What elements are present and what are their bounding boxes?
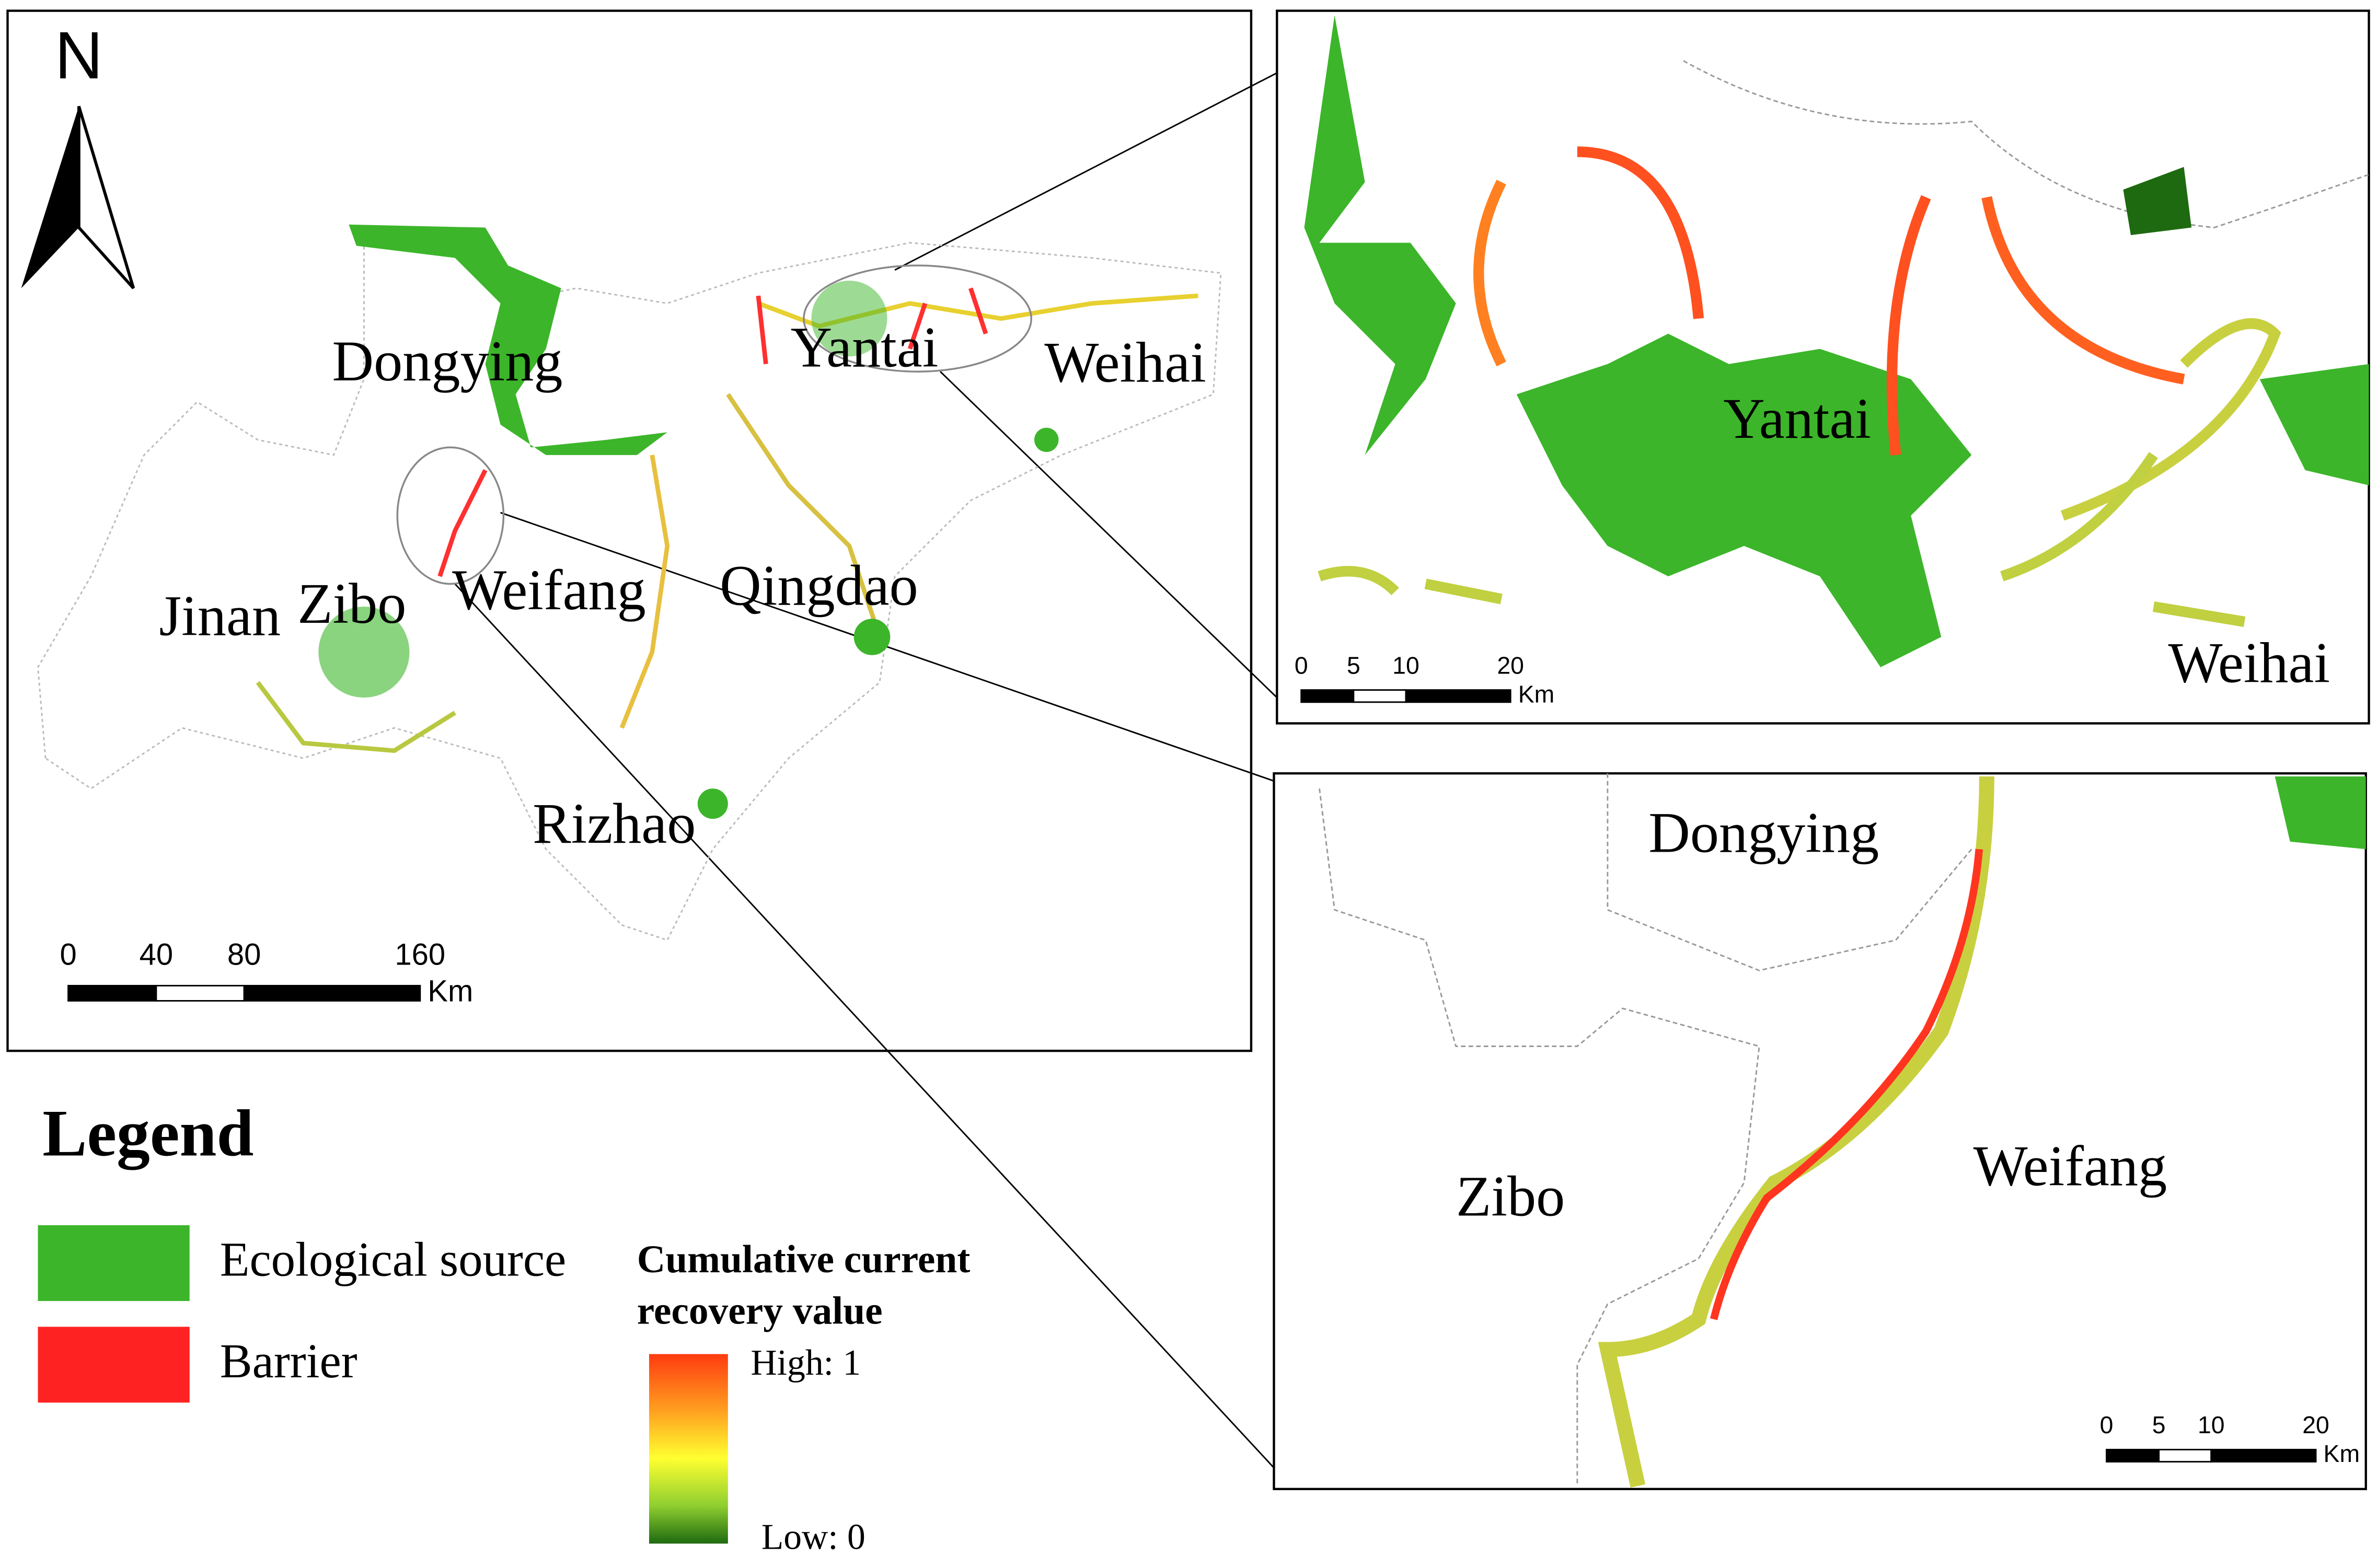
scale-bar-segment [243, 984, 421, 1002]
city-label: Jinan [159, 584, 281, 647]
city-label: Weifang [452, 558, 646, 622]
scale-bar-label: 5 [1347, 652, 1360, 679]
colorbar-title: recovery value [637, 1289, 883, 1332]
scale-bar-unit: Km [1518, 680, 1555, 707]
legend-label: Ecological source [220, 1233, 567, 1287]
city-label: Weihai [2168, 631, 2330, 694]
city-label: Yantai [791, 316, 939, 379]
scale-bar-label: 0 [60, 938, 76, 972]
legend-title: Legend [42, 1096, 253, 1170]
scale-bar-segment [155, 984, 245, 1002]
legend: Legend Cumulative current recovery value… [42, 1096, 970, 1558]
legend-label: Barrier [220, 1334, 357, 1388]
city-label: Dongying [1648, 800, 1879, 864]
scale-bar-unit: Km [2324, 1440, 2360, 1467]
scale-bar-segment [2158, 1448, 2212, 1463]
scale-bar-label: 10 [1392, 652, 1419, 679]
scale-bar-segment [1300, 689, 1355, 703]
colorbar-title: Cumulative current [637, 1238, 971, 1281]
legend-swatch [38, 1225, 190, 1302]
scale-bar-label: 10 [2198, 1411, 2225, 1438]
scale-bar-label: 40 [140, 938, 174, 972]
scale-bar-label: 5 [2152, 1411, 2166, 1438]
main-map-frame [6, 9, 1253, 1052]
city-label: Qingdao [720, 553, 918, 617]
colorbar [649, 1354, 728, 1544]
scale-bar-segment [1353, 689, 1407, 703]
scale-bar-unit: Km [428, 974, 473, 1008]
colorbar-high: High: 1 [751, 1343, 861, 1383]
main-map-shapes [37, 224, 1222, 942]
scale-bar-segment [2210, 1448, 2317, 1463]
city-label: Yantai [1723, 387, 1871, 450]
inset-top-shapes [1304, 15, 2370, 668]
scale-bar-segment [67, 984, 157, 1002]
scale-bar-label: 80 [227, 938, 261, 972]
inset-bottom-shapes [1319, 773, 2366, 1488]
city-label: Dongying [332, 329, 563, 393]
legend-swatch [38, 1327, 190, 1403]
north-arrow: N [21, 18, 135, 289]
city-label: Rizhao [533, 792, 696, 855]
scale-bar-segment [2106, 1448, 2160, 1463]
scale-bar-label: 0 [1295, 652, 1308, 679]
scale-bar-label: 20 [1497, 652, 1524, 679]
scale-bar-label: 0 [2100, 1411, 2114, 1438]
north-label: N [55, 18, 103, 93]
scale-bar-label: 20 [2302, 1411, 2329, 1438]
city-label: Weihai [1044, 331, 1206, 394]
inset-bottom-frame [1273, 772, 2367, 1491]
city-label: Zibo [1456, 1165, 1565, 1228]
scale-bar-segment [1405, 689, 1511, 703]
city-label: Zibo [297, 572, 406, 635]
colorbar-low: Low: 0 [761, 1517, 865, 1557]
city-label: Weifang [1973, 1134, 2167, 1198]
scale-bar-label: 160 [395, 938, 445, 972]
